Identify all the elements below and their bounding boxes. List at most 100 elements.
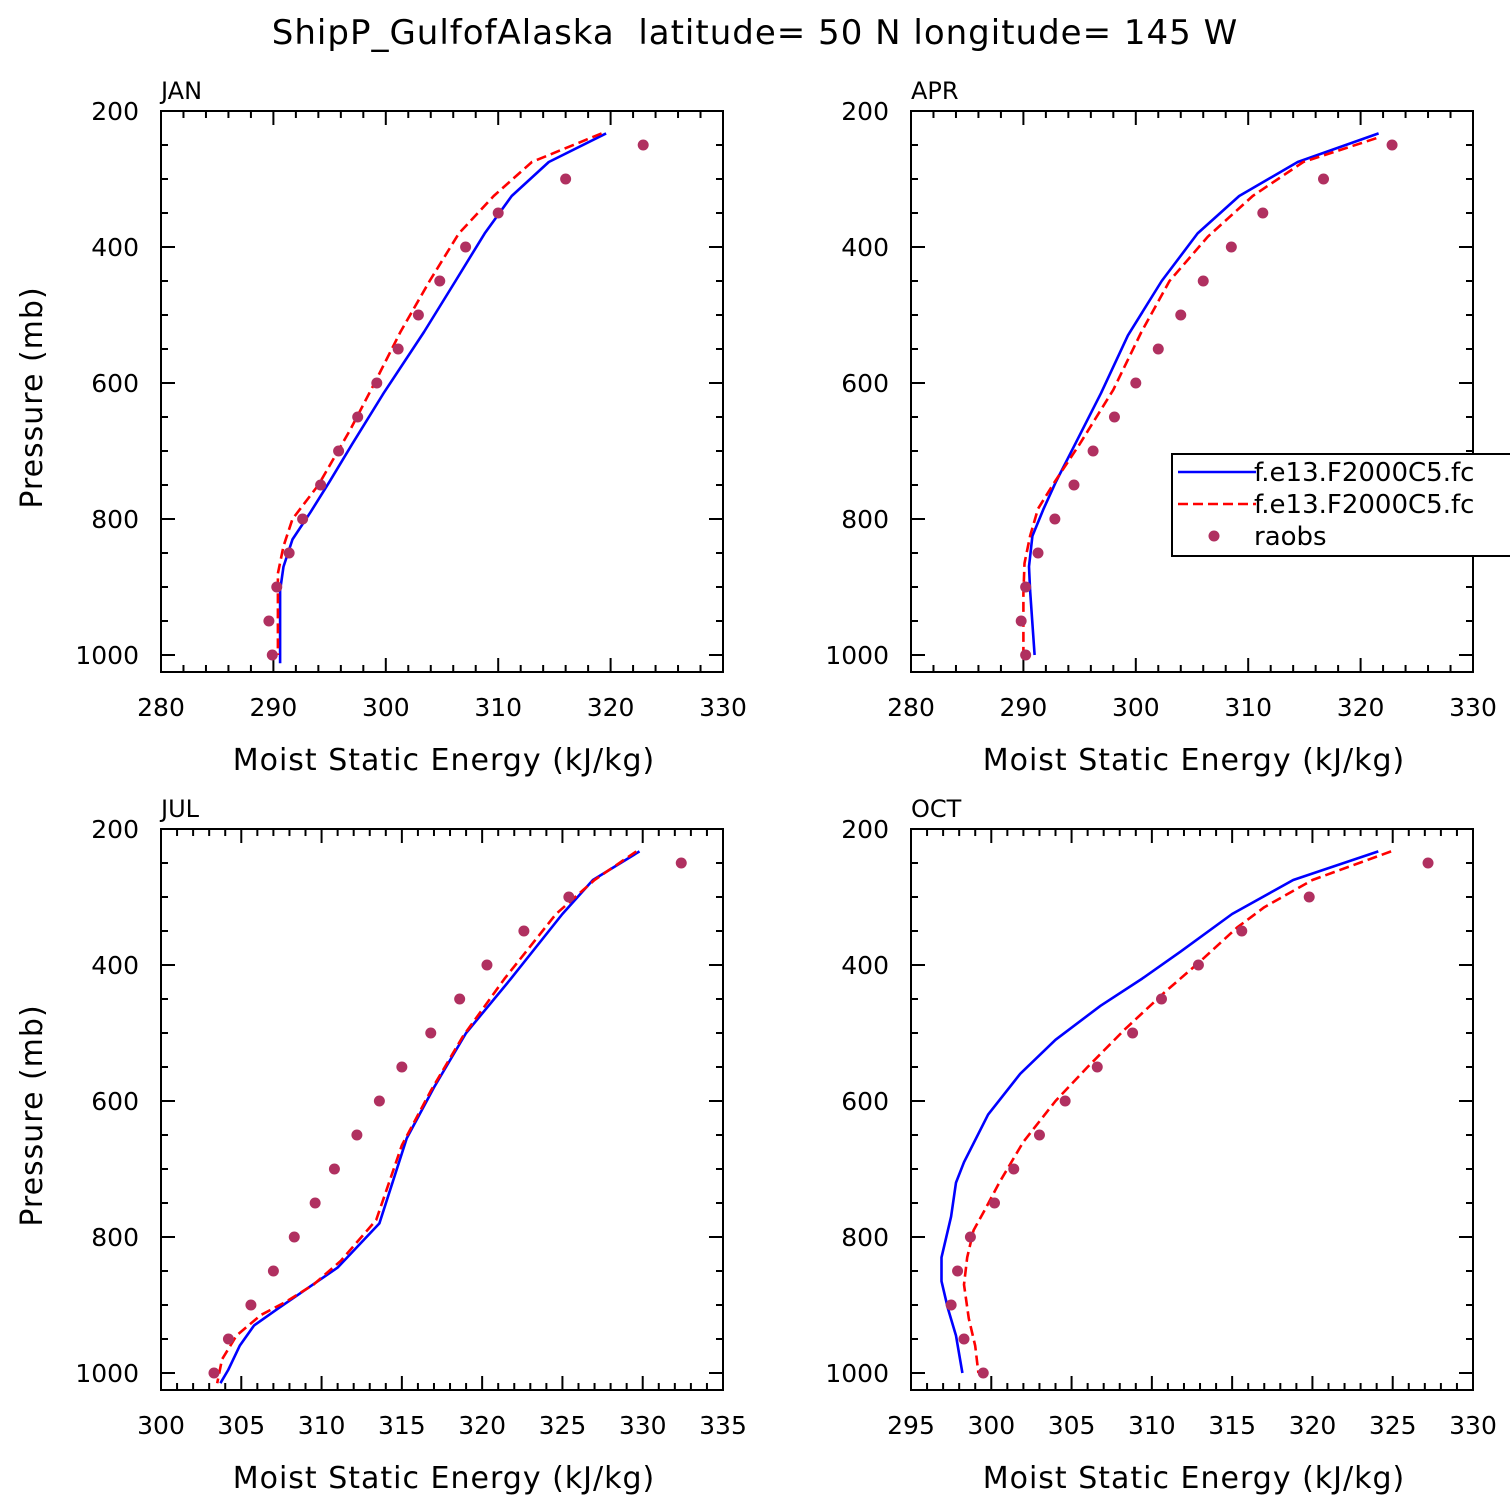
model_b-line [276,132,603,655]
model_b-line [1022,136,1377,655]
y-tick-label: 800 [91,1223,139,1252]
series-group [263,132,649,664]
raobs-point [288,1231,300,1243]
raobs-point [309,1197,321,1209]
x-tick-label: 335 [699,1411,747,1440]
y-tick-label: 400 [841,951,889,980]
raobs-point [563,891,575,903]
y-axis-label: Pressure (mb) [15,1004,50,1226]
raobs-point [266,649,278,661]
raobs-point [1318,173,1330,185]
model_a-line [1027,132,1380,656]
raobs-point [460,241,472,253]
x-tick-label: 300 [362,693,410,722]
model_a-line [219,850,641,1384]
raobs-point [315,479,327,491]
raobs-point [1015,615,1027,627]
plot-frame [910,828,1474,1391]
x-tick-label: 310 [1224,693,1272,722]
x-tick-label: 325 [1369,1411,1417,1440]
raobs-point [352,411,364,423]
raobs-point [263,615,275,627]
raobs-point [1422,857,1434,869]
x-tick-label: 310 [1128,1411,1176,1440]
y-tick-label: 1000 [825,641,889,670]
figure-title: ShipP_GulfofAlaska latitude= 50 N longit… [272,13,1238,53]
y-tick-label: 1000 [75,1359,139,1388]
raobs-point [208,1367,220,1379]
raobs-point [1108,411,1120,423]
raobs-point [1059,1095,1071,1107]
x-tick-label: 330 [1449,693,1497,722]
raobs-point [481,959,493,971]
x-axis-label: Moist Static Energy (kJ/kg) [233,743,656,778]
x-tick-label: 315 [1208,1411,1256,1440]
raobs-point [977,1367,989,1379]
legend-label: raobs [1254,522,1327,552]
y-tick-label: 200 [91,815,139,844]
raobs-point [1020,581,1032,593]
raobs-point [675,857,687,869]
raobs-point [371,377,383,389]
y-tick-label: 400 [91,951,139,980]
raobs-point [1127,1027,1139,1039]
raobs-point [1008,1163,1020,1175]
x-axis-label: Moist Static Energy (kJ/kg) [983,1461,1406,1496]
raobs-point [283,547,295,559]
x-tick-label: 315 [378,1411,426,1440]
panel-label: OCT [911,795,962,823]
legend-marker [1208,530,1220,542]
raobs-point [245,1299,257,1311]
raobs-point [637,139,649,151]
x-tick-label: 325 [539,1411,587,1440]
x-tick-label: 295 [887,1411,935,1440]
y-tick-label: 800 [91,505,139,534]
raobs-point [1068,479,1080,491]
raobs-point [328,1163,340,1175]
x-tick-label: 330 [699,693,747,722]
raobs-point [1257,207,1269,219]
x-tick-label: 320 [458,1411,506,1440]
legend-label: f.e13.F2000C5.fc [1254,490,1474,520]
raobs-point [1049,513,1061,525]
x-tick-label: 280 [887,693,935,722]
y-tick-label: 200 [841,815,889,844]
raobs-point [1303,891,1315,903]
raobs-point [560,173,572,185]
legend-label: f.e13.F2000C5.fc [1254,458,1474,488]
series-group [208,850,687,1384]
y-tick-label: 800 [841,1223,889,1252]
y-tick-label: 400 [91,233,139,262]
y-tick-label: 600 [91,369,139,398]
raobs-point [1197,275,1209,287]
raobs-point [412,309,424,321]
x-axis-label: Moist Static Energy (kJ/kg) [233,1461,656,1496]
raobs-point [1033,1129,1045,1141]
raobs-point [1225,241,1237,253]
raobs-point [1020,649,1032,661]
panel-label: APR [911,77,959,105]
y-tick-label: 600 [841,1087,889,1116]
x-tick-label: 300 [967,1411,1015,1440]
plot-frame [910,110,1474,673]
y-axis-label: Pressure (mb) [15,286,50,508]
raobs-point [988,1197,1000,1209]
panel-jan: JAN 280 290 300 310 320 330 200 400 600 800 1000 Moi… [15,77,747,778]
raobs-point [267,1265,279,1277]
x-tick-label: 330 [619,1411,667,1440]
x-tick-label: 300 [1112,693,1160,722]
plot-frame [160,110,724,673]
raobs-point [392,343,404,355]
model_b-line [215,850,638,1384]
panel-oct: OCT 295 300 305 310 315 320 325 330 200 400 600 800 1… [825,795,1496,1496]
series-group [1015,132,1398,661]
raobs-point [297,513,309,525]
plot-frame [160,828,724,1391]
model_b-line [962,850,1392,1374]
x-tick-label: 310 [474,693,522,722]
raobs-point [1386,139,1398,151]
raobs-point [396,1061,408,1073]
x-tick-label: 320 [1289,1411,1337,1440]
raobs-point [518,925,530,937]
